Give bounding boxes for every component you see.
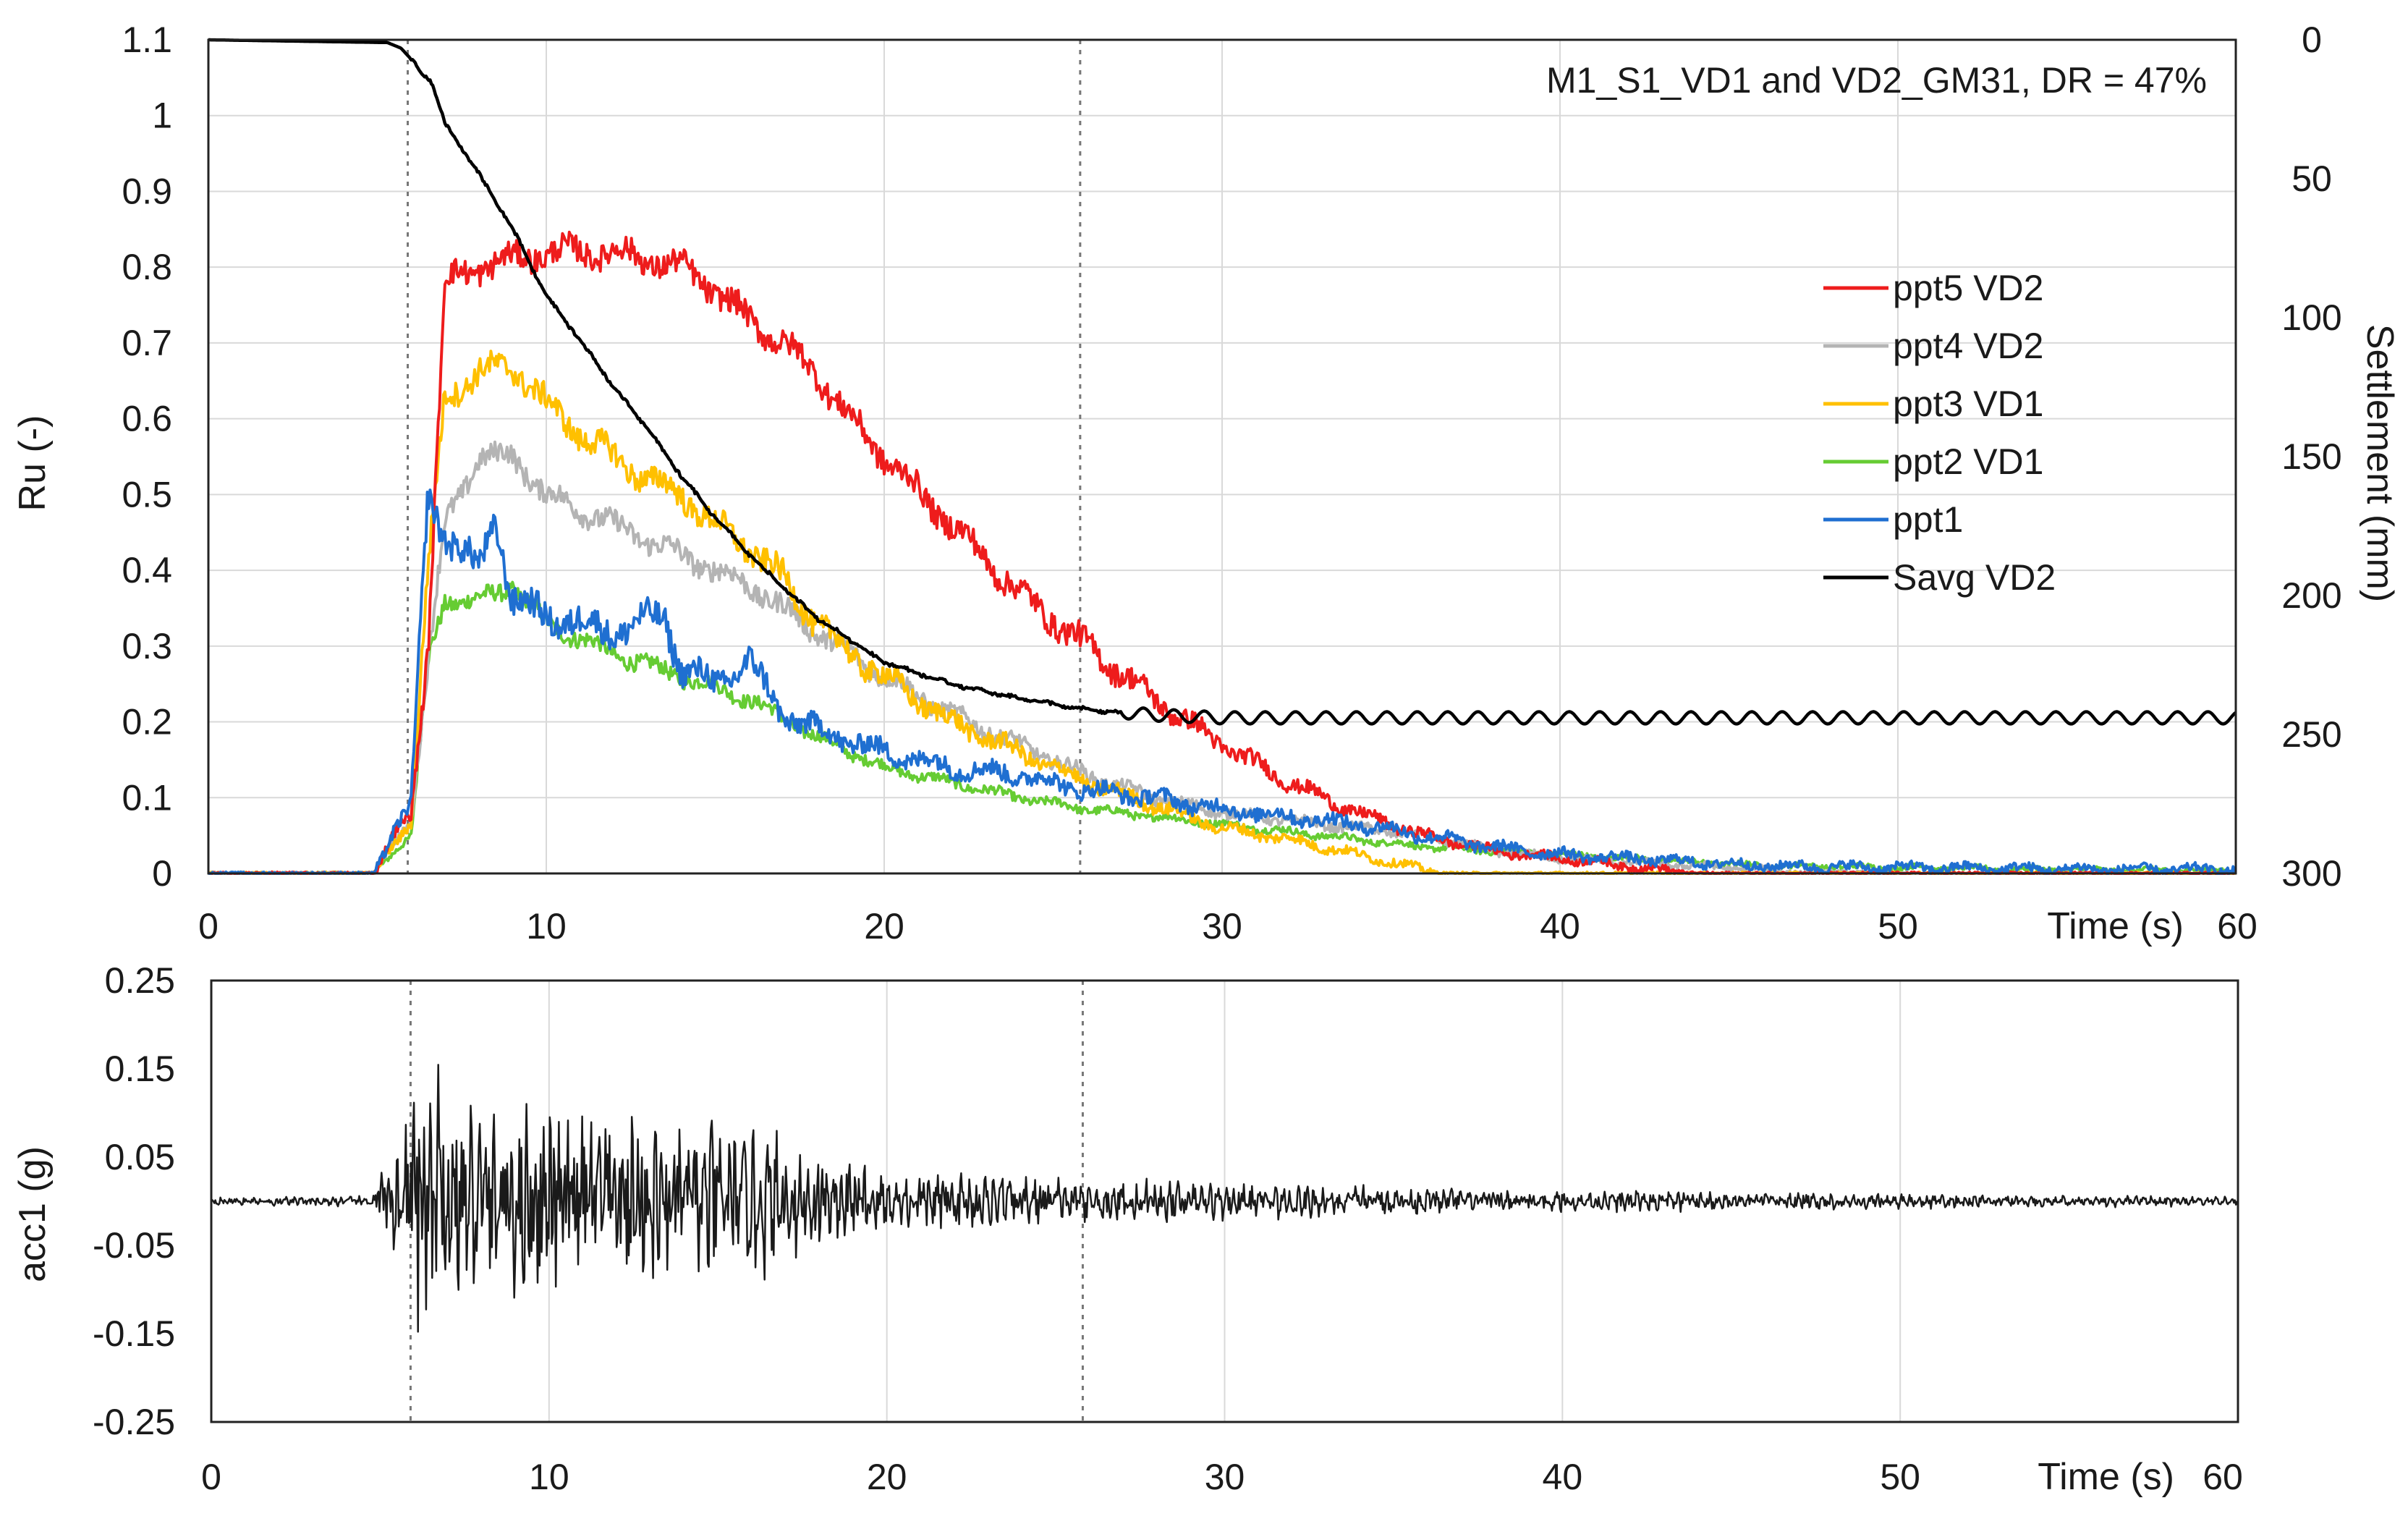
top-y-tick: 0.9 <box>122 171 172 211</box>
bottom-event-markers <box>409 981 1084 1422</box>
bottom-y-tick: -0.25 <box>93 1402 175 1442</box>
ru-settlement-chart: 0 10 20 30 40 50 00.10.20.30.40.50.60.70.80.9… <box>12 20 2401 947</box>
series-line-ppt5-vd2 <box>208 230 2237 875</box>
top-y-tick: 1 <box>152 96 172 136</box>
legend-label: ppt3 VD1 <box>1893 384 2043 424</box>
bottom-y-tick: -0.15 <box>93 1313 175 1354</box>
bottom-series <box>210 1064 2239 1333</box>
top-y-tick: 0 <box>152 853 172 894</box>
top-plot-frame <box>207 38 2237 875</box>
bottom-x-tick: 40 <box>1543 1457 1583 1497</box>
bottom-y-tick: 0.15 <box>105 1049 175 1089</box>
top-x-tick: 10 <box>526 906 567 947</box>
top-y-tick: 0.5 <box>122 474 172 515</box>
top-series <box>207 38 2237 875</box>
top-y2-tick: 250 <box>2281 714 2341 755</box>
top-y2-axis-title: Settlement (mm) <box>2359 324 2401 602</box>
bottom-x-tick: 50 <box>1880 1457 1920 1497</box>
legend: ppt5 VD2 ppt4 VD2 ppt3 VD1 ppt2 VD1 ppt1 Savg… <box>1823 268 2056 598</box>
top-event-markers <box>407 40 1082 873</box>
top-y2-tick: 300 <box>2281 853 2341 894</box>
legend-label: ppt1 <box>1893 499 1963 540</box>
top-y2-tick: 0 <box>2302 20 2322 60</box>
bottom-y-axis-title: acc1 (g) <box>12 1146 54 1282</box>
top-y-tick: 0.2 <box>122 702 172 742</box>
legend-label: ppt4 VD2 <box>1893 326 2043 366</box>
bottom-x-tick: 30 <box>1205 1457 1245 1497</box>
bottom-x-end-tick: 60 <box>2203 1457 2243 1497</box>
top-y2-tick: 150 <box>2281 436 2341 477</box>
bottom-x-tick: 20 <box>867 1457 907 1497</box>
top-x-tick: 50 <box>1878 906 1918 947</box>
top-x-axis-title: Time (s) <box>2047 905 2184 947</box>
top-y-tick: 0.1 <box>122 777 172 818</box>
top-y-tick: 1.1 <box>122 20 172 60</box>
top-x-tick: 0 <box>198 906 219 947</box>
chart-title: M1_S1_VD1 and VD2_GM31, DR = 47% <box>1546 60 2207 101</box>
top-y-tick: 0.7 <box>122 323 172 363</box>
bottom-y-tick: 0.25 <box>105 960 175 1001</box>
top-y-ticks: 0 0.1 0.2 0.3 0.4 0.5 0.6 0.7 0.8 0.9 1 1.1 <box>122 20 172 894</box>
top-x-ticks: 0 10 20 30 40 50 <box>198 906 1918 947</box>
legend-label: ppt5 VD2 <box>1893 268 2043 308</box>
top-x-tick: 40 <box>1540 906 1580 947</box>
bottom-y-ticks: 0.25 0.15 0.05 -0.05 -0.15 -0.25 <box>93 960 175 1442</box>
bottom-y-tick: 0.05 <box>105 1137 175 1177</box>
top-x-tick: 30 <box>1202 906 1242 947</box>
series-line-acc1 <box>210 1064 2239 1333</box>
series-line-ppt1 <box>208 488 2237 875</box>
top-y-tick: 0.4 <box>122 550 172 590</box>
bottom-x-tick: 0 <box>201 1457 221 1497</box>
legend-label: ppt2 VD1 <box>1893 441 2043 482</box>
bottom-y-tick: -0.05 <box>93 1225 175 1266</box>
top-y-axis-title: Ru (-) <box>12 415 54 512</box>
top-y2-tick: 50 <box>2292 158 2332 199</box>
top-x-end-tick: 60 <box>2217 906 2258 947</box>
bottom-plot-frame <box>210 979 2239 1423</box>
bottom-x-axis-title: Time (s) <box>2038 1456 2174 1498</box>
legend-label: Savg VD2 <box>1893 557 2056 598</box>
series-line-savg-vd2 <box>208 38 2237 726</box>
top-y2-tick: 200 <box>2281 575 2341 616</box>
bottom-x-ticks: 0 10 20 30 40 50 <box>201 1457 1920 1497</box>
top-y-tick: 0.6 <box>122 399 172 439</box>
top-x-tick: 20 <box>864 906 904 947</box>
bottom-x-tick: 10 <box>529 1457 569 1497</box>
top-y-tick: 0.8 <box>122 247 172 287</box>
top-y2-tick: 100 <box>2281 297 2341 338</box>
top-y-tick: 0.3 <box>122 626 172 666</box>
acceleration-chart: 0 10 20 30 40 50 0.250.150.05-0.05-0.15-0.25 … <box>12 960 2243 1498</box>
top-y2-ticks: 300 250 200 150 100 50 0 <box>2281 20 2341 894</box>
